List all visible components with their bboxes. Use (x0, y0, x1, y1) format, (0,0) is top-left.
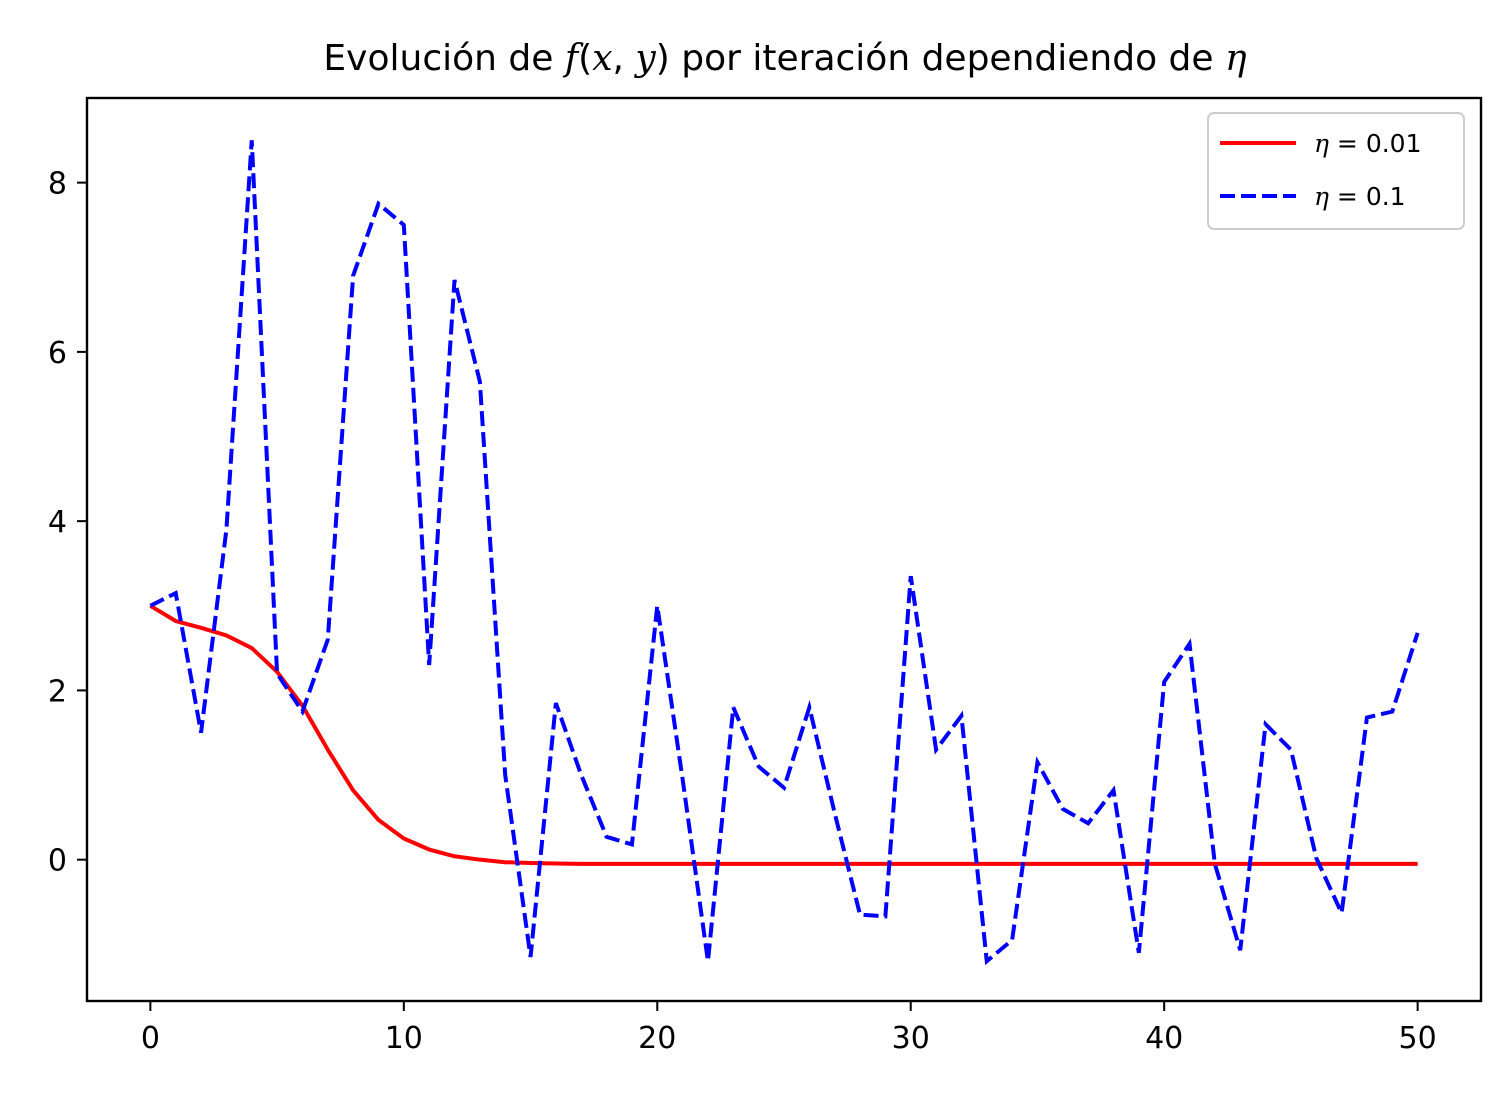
y-tick-label: 2 (48, 674, 67, 709)
x-tick-label: 20 (638, 1021, 676, 1056)
x-tick-label: 40 (1145, 1021, 1183, 1056)
legend-label-eta-001: η = 0.01 (1314, 129, 1422, 158)
x-tick-label: 10 (385, 1021, 423, 1056)
series-line-1 (149, 140, 1420, 966)
y-tick-label: 6 (48, 336, 67, 371)
y-tick-label: 0 (48, 844, 67, 879)
x-tick-label: 50 (1399, 1021, 1437, 1056)
y-axis: 0 2 4 6 8 (48, 167, 87, 879)
y-tick-label: 4 (48, 505, 67, 540)
x-tick-label: 0 (141, 1021, 160, 1056)
plot-frame (85, 96, 1483, 1003)
legend-label-eta-01: η = 0.1 (1314, 182, 1406, 211)
x-axis: 0 10 20 30 40 50 (141, 1001, 1437, 1056)
series-line-0 (149, 604, 1418, 866)
x-tick-label: 30 (892, 1021, 930, 1056)
chart-title: Evolución de f(x, y) por iteración depen… (323, 38, 1247, 79)
legend: η = 0.01 η = 0.1 (1207, 112, 1465, 230)
y-tick-label: 8 (48, 167, 67, 202)
series-layer (149, 140, 1420, 966)
